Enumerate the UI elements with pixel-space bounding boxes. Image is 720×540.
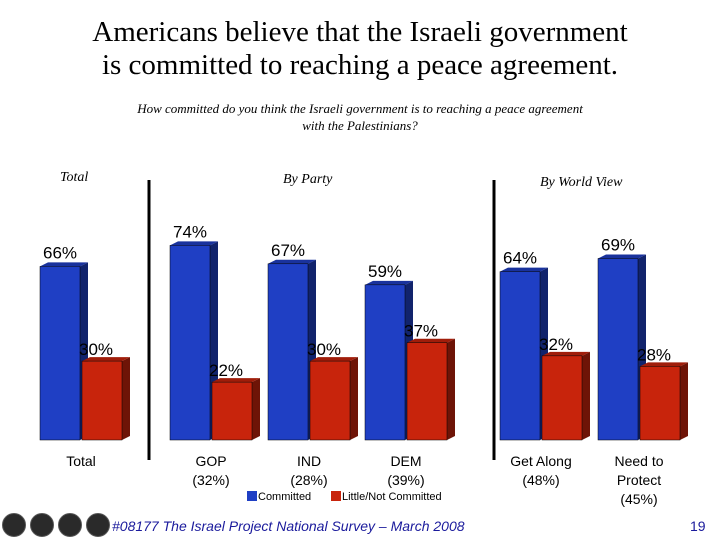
footer-bar bbox=[0, 512, 720, 540]
data-label: 28% bbox=[637, 345, 671, 364]
logo-icon bbox=[30, 513, 54, 537]
data-label: 30% bbox=[307, 340, 341, 359]
bar-not-committed bbox=[211, 381, 253, 441]
category-label: (28%) bbox=[290, 472, 327, 488]
data-label: 59% bbox=[368, 262, 402, 281]
bar-not-committed-side bbox=[252, 378, 260, 440]
legend-label: Committed bbox=[258, 491, 311, 503]
data-label: 37% bbox=[404, 322, 438, 341]
bar-committed-top bbox=[40, 262, 88, 267]
bar-committed bbox=[499, 271, 541, 441]
section-label-total: Total bbox=[60, 170, 89, 185]
bar-not-committed-side bbox=[680, 362, 688, 440]
bar-not-committed-top bbox=[542, 351, 590, 356]
category-label: Protect bbox=[617, 472, 661, 488]
category-label: IND bbox=[297, 453, 321, 469]
footer-text: #08177 The Israel Project National Surve… bbox=[112, 518, 465, 534]
category-label: (32%) bbox=[192, 472, 229, 488]
data-label: 66% bbox=[43, 243, 77, 262]
chart-subtitle: How committed do you think the Israeli g… bbox=[60, 100, 660, 134]
logo-icon bbox=[58, 513, 82, 537]
category-label: GOP bbox=[195, 453, 226, 469]
bar-not-committed bbox=[541, 355, 583, 441]
bar-not-committed-top bbox=[82, 357, 130, 362]
category-label: Total bbox=[66, 453, 96, 469]
data-label: 32% bbox=[539, 335, 573, 354]
category-label: (48%) bbox=[522, 472, 559, 488]
title-line-2: is committed to reaching a peace agreeme… bbox=[101, 49, 619, 81]
data-label: 30% bbox=[79, 340, 113, 359]
title-line-1: Americans believe that the Israeli gover… bbox=[92, 16, 628, 48]
bar-not-committed bbox=[406, 342, 448, 441]
page-number: 19 bbox=[690, 518, 706, 534]
bar-not-committed-top bbox=[212, 378, 260, 383]
bar-not-committed-top bbox=[407, 338, 455, 343]
category-label: (39%) bbox=[387, 472, 424, 488]
subtitle-line-1: How committed do you think the Israeli g… bbox=[137, 101, 583, 116]
bar-committed-top bbox=[268, 259, 316, 264]
legend-swatch-not-committed bbox=[331, 491, 341, 501]
logo-icon bbox=[86, 513, 110, 537]
data-label: 69% bbox=[601, 236, 635, 255]
category-label: DEM bbox=[390, 453, 421, 469]
data-label: 74% bbox=[173, 222, 207, 241]
bar-not-committed bbox=[81, 360, 123, 441]
category-label: Get Along bbox=[510, 453, 572, 469]
bar-committed bbox=[267, 263, 309, 441]
category-label: (45%) bbox=[620, 491, 657, 507]
bar-committed-top bbox=[365, 280, 413, 285]
bar-not-committed bbox=[639, 366, 681, 441]
legend-swatch-committed bbox=[247, 491, 257, 501]
bar-not-committed-side bbox=[350, 357, 358, 440]
bar-committed bbox=[39, 266, 81, 441]
bar-not-committed-top bbox=[310, 357, 358, 362]
bar-committed-top bbox=[598, 254, 646, 259]
bar-not-committed-side bbox=[447, 338, 455, 440]
legend-label: Little/Not Committed bbox=[342, 491, 442, 503]
bar-not-committed-top bbox=[640, 362, 688, 367]
logo-icon bbox=[2, 513, 26, 537]
section-label-world-view: By World View bbox=[540, 175, 623, 190]
data-label: 64% bbox=[503, 249, 537, 268]
footer-logos bbox=[2, 513, 110, 537]
bar-committed-top bbox=[500, 267, 548, 272]
bar-committed bbox=[364, 284, 406, 441]
bar-committed bbox=[597, 258, 639, 441]
bar-not-committed bbox=[309, 360, 351, 441]
category-label: Need to bbox=[614, 453, 663, 469]
data-label: 22% bbox=[209, 361, 243, 380]
subtitle-line-2: with the Palestinians? bbox=[302, 118, 418, 133]
bar-committed bbox=[169, 245, 211, 441]
bar-not-committed-side bbox=[122, 357, 130, 440]
section-label-party: By Party bbox=[283, 172, 333, 187]
bar-committed-top bbox=[170, 241, 218, 246]
bar-not-committed-side bbox=[582, 351, 590, 440]
data-label: 67% bbox=[271, 241, 305, 260]
chart-title: Americans believe that the Israeli gover… bbox=[0, 16, 720, 82]
